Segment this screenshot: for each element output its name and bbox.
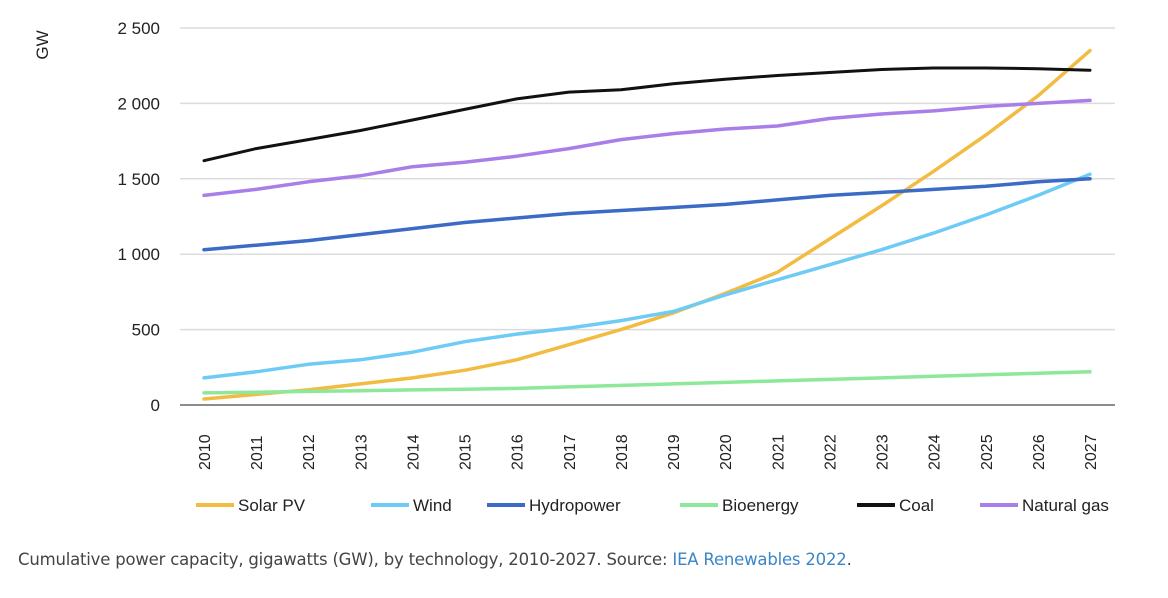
- x-tick-label: 2026: [1031, 434, 1048, 470]
- x-tick-label: 2027: [1083, 434, 1100, 470]
- series-line-hydropower: [202, 177, 1092, 252]
- legend-label: Solar PV: [238, 496, 306, 515]
- series-line-wind: [202, 172, 1092, 380]
- x-tick-label: 2018: [614, 434, 631, 470]
- legend-label: Coal: [899, 496, 934, 515]
- x-tick-label: 2019: [666, 434, 683, 470]
- x-tick-label: 2016: [510, 434, 527, 470]
- y-tick-label: 1 500: [117, 170, 160, 189]
- y-axis-label: GW: [33, 30, 52, 59]
- x-tick-label: 2015: [458, 434, 475, 470]
- caption: Cumulative power capacity, gigawatts (GW…: [18, 550, 852, 569]
- x-tick-label: 2014: [405, 434, 422, 470]
- caption-text: Cumulative power capacity, gigawatts (GW…: [18, 550, 673, 569]
- line-chart: 0 500 1 000 1 500 2 000 2 500 GW 2010 2011 2012 20…: [33, 19, 1115, 515]
- caption-end: .: [846, 550, 852, 569]
- source-link[interactable]: IEA Renewables 2022: [672, 550, 847, 569]
- x-tick-label: 2012: [301, 434, 318, 470]
- y-tick-label: 2 500: [117, 19, 160, 38]
- y-tick-label: 0: [151, 396, 160, 415]
- x-tick-label: 2013: [353, 434, 370, 470]
- series-line-natural-gas: [202, 98, 1092, 198]
- series-line-coal: [202, 66, 1092, 163]
- series-line-solar-pv: [202, 48, 1092, 401]
- x-tick-label: 2011: [249, 435, 266, 470]
- x-tick-label: 2022: [822, 434, 839, 470]
- legend-label: Bioenergy: [722, 496, 799, 515]
- legend-label: Natural gas: [1022, 496, 1109, 515]
- legend-label: Wind: [413, 496, 452, 515]
- x-tick-label: 2017: [562, 434, 579, 470]
- x-tick-label: 2025: [979, 434, 996, 470]
- x-tick-label: 2020: [718, 434, 735, 470]
- x-tick-label: 2021: [770, 434, 787, 470]
- x-tick-label: 2023: [875, 434, 892, 470]
- series-line-bioenergy: [202, 370, 1092, 395]
- x-tick-label: 2010: [197, 434, 214, 470]
- y-tick-label: 1 000: [117, 245, 160, 264]
- legend-label: Hydropower: [529, 496, 621, 515]
- y-tick-label: 2 000: [117, 94, 160, 113]
- y-tick-label: 500: [132, 321, 160, 340]
- x-tick-label: 2024: [927, 434, 944, 470]
